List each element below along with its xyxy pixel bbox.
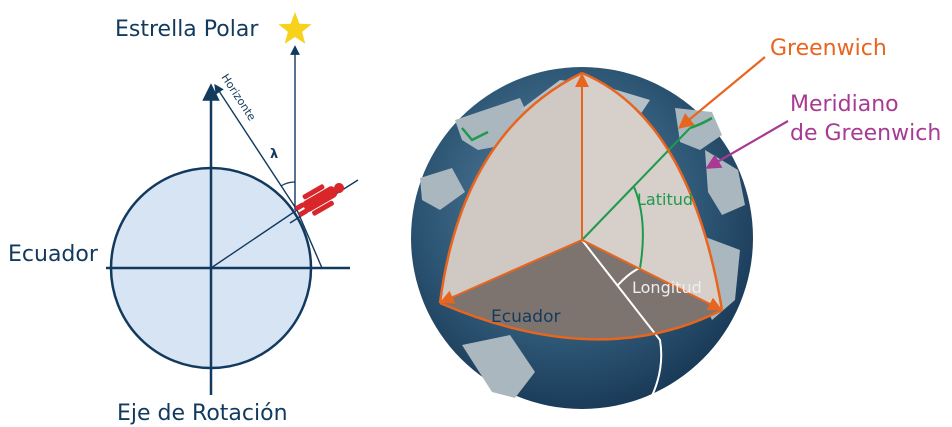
meridian-arc-left: [438, 71, 583, 304]
wedge-right-wall: [582, 73, 722, 310]
observer-person-icon: [295, 183, 345, 217]
equator-label-left: Ecuador: [8, 242, 99, 267]
equator-label-right: Ecuador: [491, 307, 560, 327]
wedge-equatorial-plane: [440, 240, 722, 340]
greenwich-plane-line: [581, 239, 663, 401]
greenwich-label: Greenwich: [770, 36, 887, 61]
extension-line: [296, 209, 323, 269]
rotation-axis-label: Eje de Rotación: [117, 401, 288, 426]
polar-star-icon: [278, 12, 312, 44]
wedge-back-wall: [440, 73, 582, 303]
polar-star-label: Estrella Polar: [115, 17, 259, 42]
meridian-pointer-arrow: [705, 120, 789, 169]
meridian-label-line1: Meridiano: [790, 92, 899, 117]
meridian-arc-right: [581, 71, 724, 311]
longitude-label: Longitud: [632, 278, 702, 297]
axis-west: [439, 239, 583, 304]
latitude-radius: [581, 127, 691, 241]
globe-diagram: Greenwich Meridiano de Greenwich Latitud…: [411, 36, 941, 409]
lambda-arc: [280, 181, 296, 187]
horizon-label: Horizonte: [218, 72, 258, 124]
lambda-label: λ: [270, 147, 278, 162]
horizon-arrow: [214, 83, 298, 211]
latitude-label: Latitud: [637, 190, 693, 209]
meridian-label-line2: de Greenwich: [790, 121, 941, 146]
axis-east: [581, 239, 723, 311]
latitude-arc: [633, 186, 644, 269]
earth-rotation-diagram: Estrella Polar Horizonte λ Ecuador Eje d…: [8, 12, 359, 426]
continent-north-america-west: [420, 168, 465, 210]
equator-arc: [439, 301, 723, 341]
continent-south-america: [462, 335, 535, 398]
observer-radius-line: [210, 209, 298, 269]
surface-arc-left: [461, 127, 489, 142]
greenwich-pointer-arrow: [678, 56, 766, 129]
